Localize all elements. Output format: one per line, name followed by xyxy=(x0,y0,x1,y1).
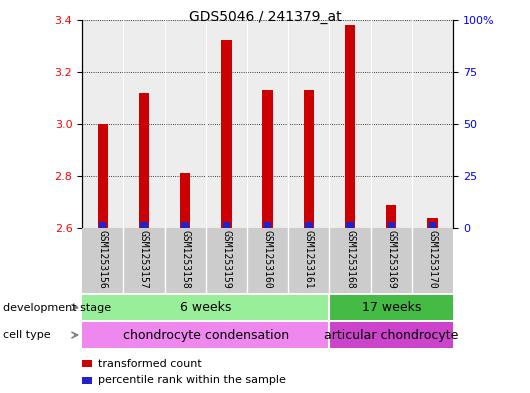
Text: GSM1253169: GSM1253169 xyxy=(386,230,396,288)
Bar xyxy=(427,217,438,228)
Bar xyxy=(370,228,412,293)
Text: chondrocyte condensation: chondrocyte condensation xyxy=(123,329,289,342)
Bar xyxy=(206,20,247,228)
Bar xyxy=(247,228,288,293)
Bar xyxy=(82,228,123,293)
Bar xyxy=(288,228,330,293)
Text: GSM1253160: GSM1253160 xyxy=(263,230,272,288)
Bar xyxy=(330,20,370,228)
Text: transformed count: transformed count xyxy=(98,358,202,369)
Text: GSM1253170: GSM1253170 xyxy=(428,230,438,288)
Bar xyxy=(123,228,165,293)
Bar xyxy=(412,20,453,228)
Bar xyxy=(429,222,436,228)
Bar xyxy=(222,40,232,228)
Text: GSM1253156: GSM1253156 xyxy=(98,230,108,288)
Bar xyxy=(99,222,107,228)
Bar xyxy=(387,222,395,228)
Text: GSM1253161: GSM1253161 xyxy=(304,230,314,288)
Bar xyxy=(223,222,230,228)
Text: articular chondrocyte: articular chondrocyte xyxy=(324,329,458,342)
Bar xyxy=(264,222,271,228)
Bar xyxy=(206,228,247,293)
Bar xyxy=(330,228,370,293)
Bar xyxy=(288,20,330,228)
Bar xyxy=(305,222,313,228)
Bar xyxy=(180,173,190,228)
Bar xyxy=(330,322,453,348)
Bar xyxy=(304,90,314,228)
Text: cell type: cell type xyxy=(3,330,50,340)
Text: GSM1253159: GSM1253159 xyxy=(222,230,232,288)
Text: GDS5046 / 241379_at: GDS5046 / 241379_at xyxy=(189,10,341,24)
Bar xyxy=(345,25,355,228)
Text: development stage: development stage xyxy=(3,303,111,312)
Bar xyxy=(82,20,123,228)
Bar xyxy=(412,228,453,293)
Text: 17 weeks: 17 weeks xyxy=(361,301,421,314)
Text: GSM1253157: GSM1253157 xyxy=(139,230,149,288)
Bar xyxy=(165,20,206,228)
Bar xyxy=(347,222,354,228)
Bar xyxy=(262,90,273,228)
Bar xyxy=(82,322,330,348)
Bar xyxy=(98,124,108,228)
Bar xyxy=(82,295,330,320)
Text: 6 weeks: 6 weeks xyxy=(180,301,232,314)
Bar xyxy=(165,228,206,293)
Bar xyxy=(140,222,148,228)
Bar xyxy=(139,92,149,228)
Bar xyxy=(123,20,165,228)
Bar xyxy=(330,295,453,320)
Text: GSM1253168: GSM1253168 xyxy=(345,230,355,288)
Text: percentile rank within the sample: percentile rank within the sample xyxy=(98,375,286,386)
Bar xyxy=(181,222,189,228)
Bar xyxy=(386,204,396,228)
Bar xyxy=(247,20,288,228)
Bar xyxy=(370,20,412,228)
Text: GSM1253158: GSM1253158 xyxy=(180,230,190,288)
